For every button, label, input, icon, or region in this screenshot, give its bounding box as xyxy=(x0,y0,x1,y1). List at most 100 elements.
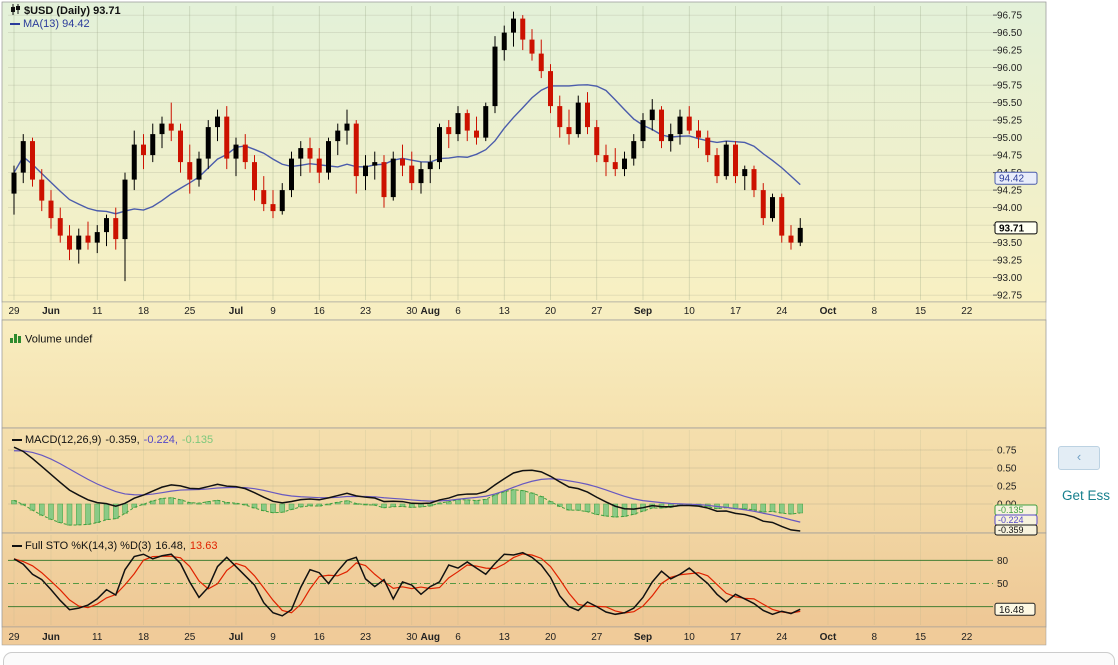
x-axis-labels: 29 Jun 11 18 25 Jul 9 16 23 30 Aug 6 13 20 27 Sep 10 17 24… xyxy=(8,632,972,643)
svg-text:24: 24 xyxy=(776,306,788,317)
svg-text:22: 22 xyxy=(961,632,973,643)
sto-value-box: 16.48 xyxy=(994,602,1036,616)
svg-text:Aug: Aug xyxy=(421,306,440,317)
svg-text:95.25: 95.25 xyxy=(997,116,1022,127)
svg-text:23: 23 xyxy=(360,306,372,317)
get-essentials-link[interactable]: Get Ess xyxy=(1062,488,1111,503)
collapse-panel-button[interactable]: ‹ xyxy=(1058,446,1100,470)
svg-text:6: 6 xyxy=(455,632,461,643)
volume-bars-icon xyxy=(10,333,22,346)
svg-text:25: 25 xyxy=(184,632,196,643)
svg-text:24: 24 xyxy=(776,632,788,643)
ma-line-swatch xyxy=(10,23,20,26)
svg-text:Jul: Jul xyxy=(229,632,244,643)
svg-text:95.50: 95.50 xyxy=(997,98,1022,109)
svg-text:20: 20 xyxy=(545,632,557,643)
svg-text:6: 6 xyxy=(455,306,461,317)
svg-text:Sep: Sep xyxy=(634,632,652,643)
macd-signal-value: -0.224, xyxy=(143,434,178,446)
svg-text:Jun: Jun xyxy=(42,632,60,643)
macd-legend-name: MACD(12,26,9) xyxy=(25,434,102,446)
symbol-legend: $USD (Daily) 93.71 xyxy=(10,4,121,18)
svg-text:18: 18 xyxy=(138,632,150,643)
macd-line xyxy=(13,446,801,532)
sto-legend: Full STO %K(14,3) %D(3) 16.48, 13.63 xyxy=(12,540,217,552)
symbol-legend-text: $USD (Daily) 93.71 xyxy=(24,4,121,17)
price-axis-labels: 96.75 96.50 96.25 96.00 95.75 95.50 95.25 95.00… xyxy=(993,11,1022,302)
macd-legend: MACD(12,26,9) -0.359, -0.224, -0.135 xyxy=(12,434,213,446)
macd-value-box: -0.135 xyxy=(994,504,1038,516)
svg-text:29: 29 xyxy=(8,306,20,317)
svg-text:Aug: Aug xyxy=(421,632,440,643)
sto-legend-name: Full STO %K(14,3) %D(3) xyxy=(25,540,152,552)
svg-text:11: 11 xyxy=(92,306,103,317)
svg-text:94.00: 94.00 xyxy=(997,203,1022,214)
svg-text:Jul: Jul xyxy=(229,306,244,317)
svg-text:-0.359: -0.359 xyxy=(998,525,1024,535)
svg-text:94.42: 94.42 xyxy=(999,174,1024,185)
sto-k-line xyxy=(13,551,801,617)
svg-text:29: 29 xyxy=(8,632,20,643)
sto-k-value: 16.48, xyxy=(155,540,186,552)
svg-text:93.50: 93.50 xyxy=(997,238,1022,249)
macd-value-box: -0.359 xyxy=(994,524,1038,536)
svg-text:-0.224: -0.224 xyxy=(998,515,1024,525)
svg-text:0.75: 0.75 xyxy=(997,446,1017,457)
svg-text:95.75: 95.75 xyxy=(997,81,1022,92)
macd-value: -0.359, xyxy=(105,434,140,446)
svg-text:15: 15 xyxy=(915,632,927,643)
svg-text:8: 8 xyxy=(871,632,877,643)
svg-text:8: 8 xyxy=(871,306,877,317)
svg-text:10: 10 xyxy=(684,306,696,317)
svg-text:13: 13 xyxy=(499,306,511,317)
svg-text:27: 27 xyxy=(591,306,603,317)
sto-d-value: 13.63 xyxy=(189,540,218,552)
axis-value-box: 94.42 xyxy=(994,171,1038,185)
volume-legend-text: Volume undef xyxy=(25,333,93,346)
chart-canvas: 96.75 96.50 96.25 96.00 95.75 95.50 95.25 95.00… xyxy=(1,1,1047,646)
macd-value-box: -0.224 xyxy=(994,514,1038,526)
svg-text:93.25: 93.25 xyxy=(997,256,1022,267)
svg-text:94.25: 94.25 xyxy=(997,186,1022,197)
sto-line-swatch xyxy=(12,545,22,548)
svg-text:30: 30 xyxy=(406,632,418,643)
svg-text:96.25: 96.25 xyxy=(997,46,1022,57)
svg-text:Oct: Oct xyxy=(820,632,837,643)
svg-text:16.48: 16.48 xyxy=(999,605,1024,616)
candles xyxy=(11,11,803,282)
svg-text:96.50: 96.50 xyxy=(997,28,1022,39)
svg-text:25: 25 xyxy=(184,306,196,317)
svg-text:30: 30 xyxy=(406,306,418,317)
svg-text:94.75: 94.75 xyxy=(997,151,1022,162)
svg-text:0.50: 0.50 xyxy=(997,464,1017,475)
svg-text:18: 18 xyxy=(138,306,150,317)
svg-text:95.00: 95.00 xyxy=(997,133,1022,144)
svg-text:93.71: 93.71 xyxy=(999,223,1024,234)
ma-legend-text: MA(13) 94.42 xyxy=(23,18,90,30)
svg-text:0.25: 0.25 xyxy=(997,482,1017,493)
x-axis-labels: 29 Jun 11 18 25 Jul 9 16 23 30 Aug 6 13 20 27 Sep 10 17 24… xyxy=(8,306,972,317)
macd-line-swatch xyxy=(12,439,22,442)
svg-text:92.75: 92.75 xyxy=(997,291,1022,302)
svg-text:9: 9 xyxy=(270,632,276,643)
price-gridlines xyxy=(8,14,993,296)
macd-hist-line xyxy=(13,489,801,526)
macd-hist-value: -0.135 xyxy=(181,434,214,446)
svg-text:50: 50 xyxy=(997,579,1009,590)
sto-gridlines: 80 50 xyxy=(8,556,1009,608)
svg-text:9: 9 xyxy=(270,306,276,317)
candlestick-icon xyxy=(10,4,21,18)
svg-text:10: 10 xyxy=(684,632,696,643)
svg-text:Oct: Oct xyxy=(820,306,837,317)
collapsed-bottom-panel[interactable] xyxy=(3,652,1115,665)
svg-text:22: 22 xyxy=(961,306,973,317)
svg-text:13: 13 xyxy=(499,632,511,643)
svg-text:27: 27 xyxy=(591,632,603,643)
svg-text:96.00: 96.00 xyxy=(997,63,1022,74)
svg-text:16: 16 xyxy=(314,306,326,317)
svg-text:16: 16 xyxy=(314,632,326,643)
axis-value-box: 93.71 xyxy=(994,221,1038,235)
svg-text:11: 11 xyxy=(92,632,103,643)
svg-text:15: 15 xyxy=(915,306,927,317)
volume-legend: Volume undef xyxy=(10,333,92,346)
